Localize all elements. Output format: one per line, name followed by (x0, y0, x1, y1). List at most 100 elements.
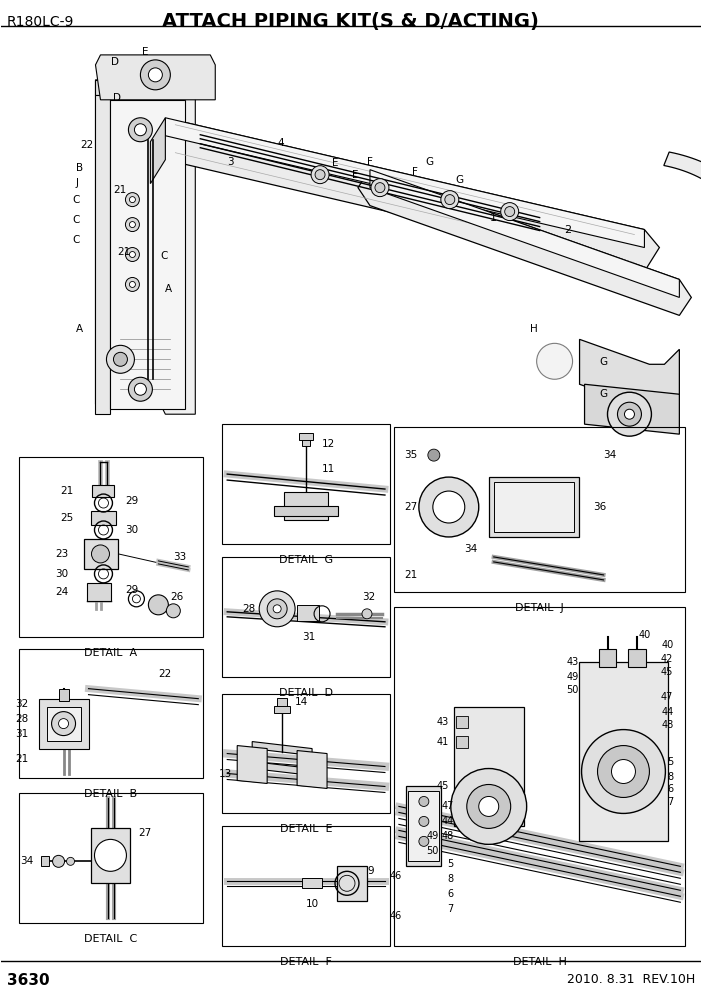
Text: 14: 14 (295, 696, 308, 706)
Text: 49: 49 (427, 831, 439, 841)
Polygon shape (664, 152, 702, 224)
Circle shape (91, 545, 110, 562)
Circle shape (433, 491, 465, 523)
Text: 28: 28 (15, 713, 29, 723)
Circle shape (267, 599, 287, 619)
Text: 42: 42 (661, 654, 673, 664)
Text: 5: 5 (667, 757, 673, 767)
Text: 5: 5 (448, 859, 453, 869)
Circle shape (126, 278, 140, 292)
Circle shape (67, 857, 74, 865)
Polygon shape (110, 100, 185, 410)
Circle shape (419, 836, 429, 846)
Text: 46: 46 (390, 871, 402, 881)
Text: 21: 21 (60, 486, 74, 496)
Circle shape (129, 221, 135, 227)
Circle shape (419, 816, 429, 826)
Text: 11: 11 (322, 464, 336, 474)
Text: 24: 24 (55, 587, 69, 597)
Text: DETAIL  G: DETAIL G (279, 555, 333, 564)
Polygon shape (252, 742, 312, 756)
Circle shape (129, 196, 135, 202)
Bar (91, 828, 131, 883)
Text: C: C (72, 214, 80, 224)
Bar (277, 697, 287, 707)
Text: 47: 47 (442, 802, 453, 811)
Bar (299, 434, 313, 440)
Circle shape (107, 345, 134, 373)
Text: DETAIL  D: DETAIL D (279, 687, 333, 697)
Text: 45: 45 (437, 782, 449, 792)
Text: C: C (72, 234, 80, 245)
Circle shape (58, 718, 69, 728)
Text: 31: 31 (302, 632, 315, 642)
Bar (274, 705, 290, 712)
Circle shape (362, 609, 372, 619)
Text: 45: 45 (661, 667, 673, 677)
Bar (284, 492, 328, 520)
Text: 2010. 8.31  REV.10H: 2010. 8.31 REV.10H (567, 973, 696, 986)
Text: A: A (76, 324, 83, 334)
Bar (223, 693, 390, 813)
Text: 30: 30 (55, 568, 69, 579)
Bar (19, 457, 204, 637)
Text: C: C (160, 251, 168, 261)
Circle shape (129, 252, 135, 258)
Text: 48: 48 (442, 831, 453, 841)
Bar (456, 715, 468, 727)
Bar (337, 866, 367, 902)
Text: 21: 21 (117, 247, 131, 257)
Bar (58, 688, 69, 700)
Bar (453, 706, 524, 826)
Text: 46: 46 (390, 912, 402, 922)
Circle shape (441, 190, 459, 208)
Circle shape (259, 591, 295, 627)
Bar (19, 649, 204, 779)
Bar (41, 856, 48, 866)
Text: 49: 49 (567, 672, 578, 682)
Text: DETAIL  A: DETAIL A (84, 648, 138, 658)
Bar (628, 649, 647, 667)
Polygon shape (370, 170, 680, 298)
Text: 44: 44 (442, 816, 453, 826)
Text: D: D (112, 57, 119, 66)
Text: 29: 29 (126, 496, 139, 506)
Circle shape (479, 797, 498, 816)
Circle shape (581, 729, 665, 813)
Polygon shape (580, 339, 680, 410)
Text: E: E (332, 158, 338, 168)
Circle shape (419, 797, 429, 806)
Text: 36: 36 (593, 502, 607, 512)
Text: 34: 34 (20, 856, 34, 866)
Text: H: H (529, 324, 538, 334)
Circle shape (315, 170, 325, 180)
Text: E: E (142, 47, 149, 57)
Circle shape (148, 595, 168, 615)
Polygon shape (252, 762, 312, 776)
Text: 43: 43 (437, 716, 449, 726)
Bar (19, 794, 204, 924)
Text: G: G (426, 157, 434, 167)
Text: ATTACH PIPING KIT(S & D/ACTING): ATTACH PIPING KIT(S & D/ACTING) (161, 12, 538, 31)
Text: 2: 2 (564, 224, 571, 234)
Text: C: C (72, 194, 80, 204)
Text: 41: 41 (437, 737, 449, 747)
Text: 10: 10 (305, 900, 319, 910)
Circle shape (114, 352, 128, 366)
Text: 21: 21 (15, 754, 29, 764)
Bar (406, 787, 441, 866)
Text: 25: 25 (60, 513, 74, 523)
Text: 40: 40 (661, 640, 673, 650)
Text: 21: 21 (404, 569, 417, 580)
Circle shape (128, 118, 152, 142)
Polygon shape (95, 55, 216, 100)
Circle shape (128, 377, 152, 401)
Circle shape (611, 760, 635, 784)
Text: DETAIL  C: DETAIL C (84, 934, 138, 944)
Polygon shape (297, 751, 327, 789)
Polygon shape (585, 384, 680, 434)
Text: 48: 48 (661, 719, 673, 729)
Text: 6: 6 (448, 889, 453, 900)
Text: 34: 34 (464, 544, 477, 554)
Text: E: E (352, 170, 358, 180)
